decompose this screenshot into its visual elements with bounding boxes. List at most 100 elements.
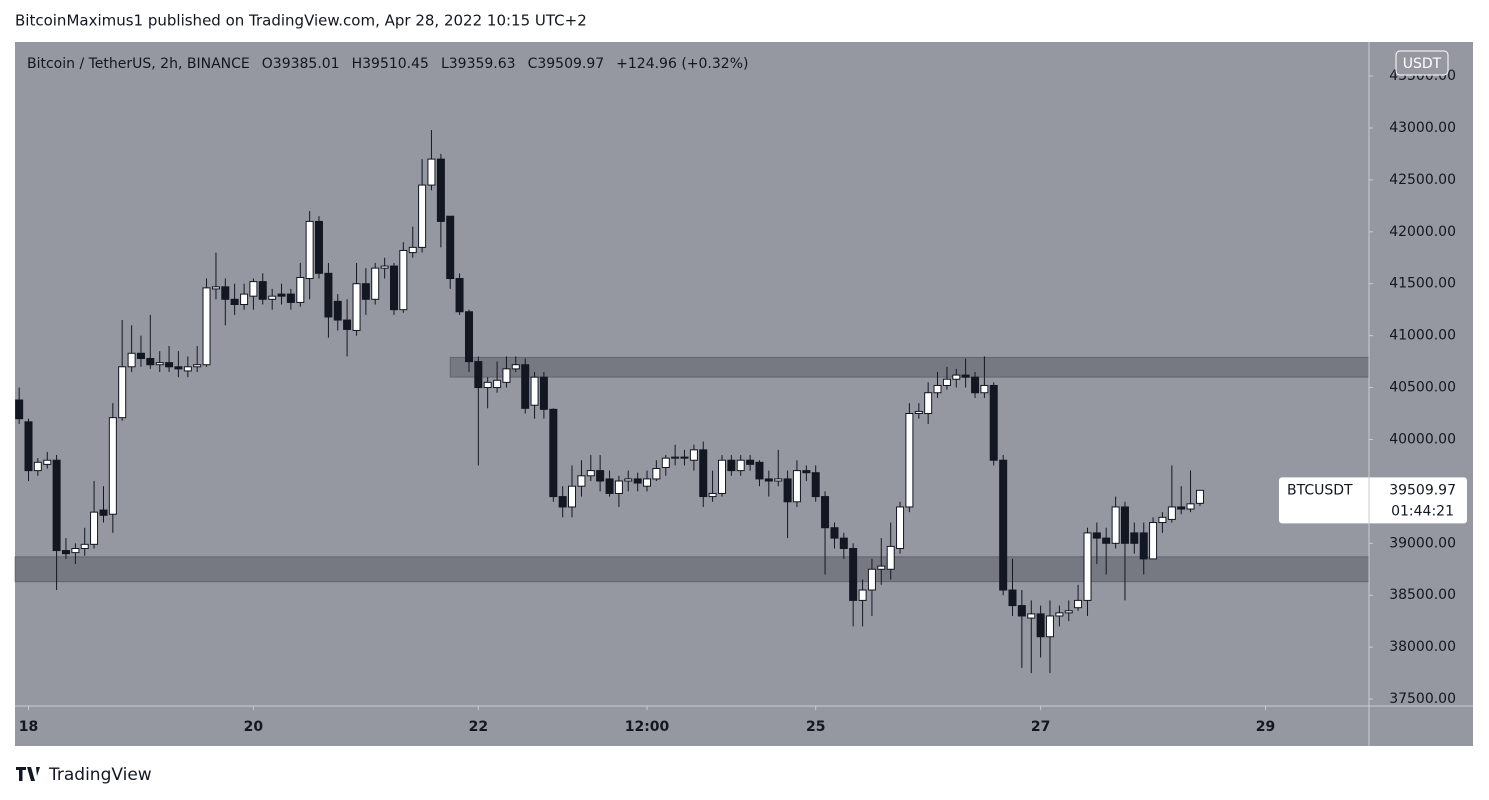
candle-body [867, 568, 876, 591]
candle-body [90, 511, 99, 545]
candle-body [436, 158, 445, 222]
candle-body [661, 457, 670, 468]
candle-body [361, 283, 370, 300]
candle-body [821, 496, 830, 529]
candle-body [1177, 506, 1186, 510]
y-tick-label: 38000.00 [1389, 639, 1456, 655]
candle-body [371, 267, 380, 300]
candle-body [755, 461, 764, 480]
candle-body [1139, 532, 1148, 560]
legend-change: +124.96 (+0.32%) [616, 56, 748, 72]
candle-body [989, 384, 998, 461]
candle-body [596, 470, 605, 482]
candle-body [258, 281, 267, 300]
candle-body [999, 459, 1008, 591]
candle-body [324, 272, 333, 318]
brand-icon[interactable] [16, 767, 40, 781]
candle-body [952, 374, 961, 380]
candle-body [961, 374, 970, 378]
candle-body [1186, 503, 1195, 510]
candle-body [446, 215, 455, 280]
candle-body [183, 366, 192, 372]
candle-body [165, 362, 174, 368]
legend-close: 39509.97 [537, 56, 604, 72]
y-tick-label: 38500.00 [1389, 587, 1456, 603]
candle-body [652, 468, 661, 480]
candle-body [671, 456, 680, 459]
countdown-label: 01:44:21 [1391, 503, 1454, 519]
x-tick-label: 20 [244, 719, 264, 735]
legend-c: C [528, 56, 538, 72]
candle-body [249, 281, 258, 297]
candle-body [896, 506, 905, 549]
candle-body [849, 547, 858, 601]
candle-body [1195, 489, 1204, 504]
candle-body [886, 545, 895, 570]
y-tick-label: 40500.00 [1389, 380, 1456, 396]
candle-body [1017, 605, 1026, 617]
candle-body [296, 276, 305, 303]
candle-body [1027, 613, 1036, 619]
brand-name[interactable]: TradingView [48, 765, 152, 785]
candle-body [15, 399, 24, 420]
x-tick-label: 27 [1031, 719, 1050, 735]
candle-body [240, 293, 249, 305]
candle-body [783, 478, 792, 503]
currency-box[interactable] [1395, 50, 1449, 76]
candle-body [155, 362, 164, 366]
candle-body [905, 413, 914, 508]
candle-body [305, 220, 314, 280]
candle-body [1130, 532, 1139, 544]
y-tick-label: 41500.00 [1389, 276, 1456, 292]
candle-body [80, 543, 89, 549]
candle-body [146, 357, 155, 366]
candle-body [193, 364, 202, 368]
last-price-label: 39509.97 [1389, 482, 1456, 498]
candle-body [399, 249, 408, 311]
y-tick-label: 41000.00 [1389, 328, 1456, 344]
candle-body [549, 408, 558, 498]
candle-body [727, 459, 736, 472]
candle-body [539, 376, 548, 410]
candle-body [61, 550, 70, 555]
publisher-line: BitcoinMaximus1 published on TradingView… [15, 12, 587, 30]
candle-body [211, 286, 220, 290]
legend-low: 39359.63 [449, 56, 516, 72]
candle-body [286, 293, 295, 303]
candle-body [1055, 612, 1064, 617]
candle-body [455, 278, 464, 313]
candle-body [502, 368, 511, 383]
currency-label[interactable]: USDT [1403, 56, 1442, 72]
candle-body [643, 478, 652, 487]
x-tick-label: 18 [19, 719, 38, 735]
candle-body [1036, 613, 1045, 638]
x-tick-label: 12:00 [625, 719, 670, 735]
legend-title: Bitcoin / TetherUS, 2h, BINANCE [27, 56, 250, 72]
candle-body [1102, 537, 1111, 544]
candle-body [343, 319, 352, 330]
candle-body [764, 478, 773, 482]
candle-body [511, 364, 520, 370]
candle-body [1149, 522, 1158, 560]
candle-body [174, 366, 183, 370]
symbol-label: BTCUSDT [1287, 482, 1353, 498]
candle-body [136, 352, 145, 359]
candle-body [1008, 589, 1017, 607]
candle-body [1045, 615, 1054, 638]
candle-body [118, 366, 127, 419]
candle-body [1064, 610, 1073, 614]
currency-button[interactable]: USDT [1395, 50, 1449, 76]
candle-body [493, 379, 502, 389]
candle-body [718, 459, 727, 494]
candle-body [1074, 599, 1083, 609]
candle-body [830, 527, 839, 539]
y-tick-label: 43000.00 [1389, 120, 1456, 136]
brand-logo[interactable]: TradingView [16, 765, 152, 785]
candle-body [877, 565, 886, 570]
candle-body [268, 295, 277, 300]
legend-l: L [441, 56, 449, 72]
y-tick-label: 37500.00 [1389, 691, 1456, 707]
candle-body [792, 470, 801, 503]
candle-body [24, 421, 33, 472]
